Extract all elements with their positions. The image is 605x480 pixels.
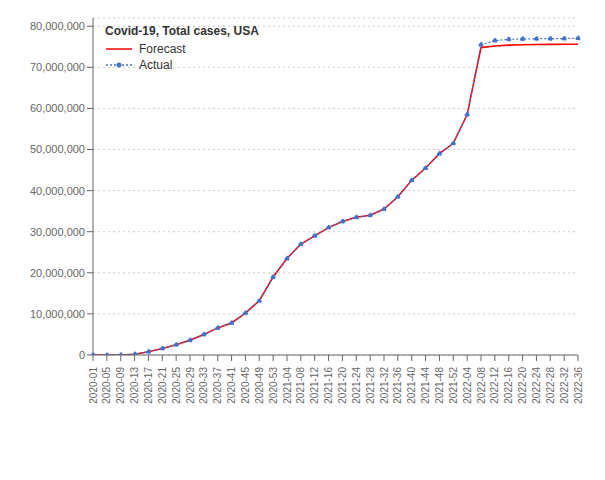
svg-text:2022-16: 2022-16 bbox=[503, 367, 514, 404]
svg-text:2020-45: 2020-45 bbox=[240, 367, 251, 404]
svg-text:20,000,000: 20,000,000 bbox=[30, 267, 85, 279]
svg-text:10,000,000: 10,000,000 bbox=[30, 308, 85, 320]
svg-text:2021-04: 2021-04 bbox=[282, 367, 293, 404]
svg-text:30,000,000: 30,000,000 bbox=[30, 226, 85, 238]
svg-text:2020-49: 2020-49 bbox=[254, 367, 265, 404]
svg-text:40,000,000: 40,000,000 bbox=[30, 185, 85, 197]
svg-text:2020-37: 2020-37 bbox=[212, 367, 223, 404]
svg-text:2021-32: 2021-32 bbox=[379, 367, 390, 404]
svg-text:2022-28: 2022-28 bbox=[545, 367, 556, 404]
svg-text:2021-52: 2021-52 bbox=[448, 367, 459, 404]
html-text:Actual: Actual bbox=[139, 58, 173, 72]
html-text:Forecast: Forecast bbox=[139, 42, 186, 56]
svg-text:2022-12: 2022-12 bbox=[489, 367, 500, 404]
svg-text:2021-12: 2021-12 bbox=[309, 367, 320, 404]
svg-text:2022-20: 2022-20 bbox=[517, 367, 528, 404]
svg-text:0: 0 bbox=[79, 349, 85, 361]
svg-text:2021-20: 2021-20 bbox=[337, 367, 348, 404]
svg-text:60,000,000: 60,000,000 bbox=[30, 102, 85, 114]
svg-text:2022-32: 2022-32 bbox=[559, 367, 570, 404]
svg-text:2022-36: 2022-36 bbox=[573, 367, 584, 404]
svg-text:2020-01: 2020-01 bbox=[88, 367, 99, 404]
svg-text:2020-05: 2020-05 bbox=[101, 367, 112, 404]
svg-text:2021-08: 2021-08 bbox=[295, 367, 306, 404]
svg-text:70,000,000: 70,000,000 bbox=[30, 61, 85, 73]
svg-text:2021-44: 2021-44 bbox=[420, 367, 431, 404]
svg-text:2020-21: 2020-21 bbox=[157, 367, 168, 404]
svg-text:80,000,000: 80,000,000 bbox=[30, 20, 85, 32]
svg-text:2021-16: 2021-16 bbox=[323, 367, 334, 404]
svg-text:2020-29: 2020-29 bbox=[185, 367, 196, 404]
svg-text:2022-08: 2022-08 bbox=[476, 367, 487, 404]
svg-text:2020-25: 2020-25 bbox=[171, 367, 182, 404]
svg-text:2022-04: 2022-04 bbox=[462, 367, 473, 404]
svg-text:50,000,000: 50,000,000 bbox=[30, 143, 85, 155]
svg-text:2021-24: 2021-24 bbox=[351, 367, 362, 404]
svg-text:2020-09: 2020-09 bbox=[115, 367, 126, 404]
svg-text:2022-24: 2022-24 bbox=[531, 367, 542, 404]
svg-text:2021-40: 2021-40 bbox=[406, 367, 417, 404]
svg-text:2020-53: 2020-53 bbox=[268, 367, 279, 404]
svg-text:2020-41: 2020-41 bbox=[226, 367, 237, 404]
svg-text:2020-33: 2020-33 bbox=[198, 367, 209, 404]
svg-text:2021-28: 2021-28 bbox=[365, 367, 376, 404]
svg-text:2020-17: 2020-17 bbox=[143, 367, 154, 404]
svg-text:2021-48: 2021-48 bbox=[434, 367, 445, 404]
svg-text:2020-13: 2020-13 bbox=[129, 367, 140, 404]
svg-text:2021-36: 2021-36 bbox=[392, 367, 403, 404]
html-text:Covid-19, Total cases, USA: Covid-19, Total cases, USA bbox=[105, 24, 259, 38]
